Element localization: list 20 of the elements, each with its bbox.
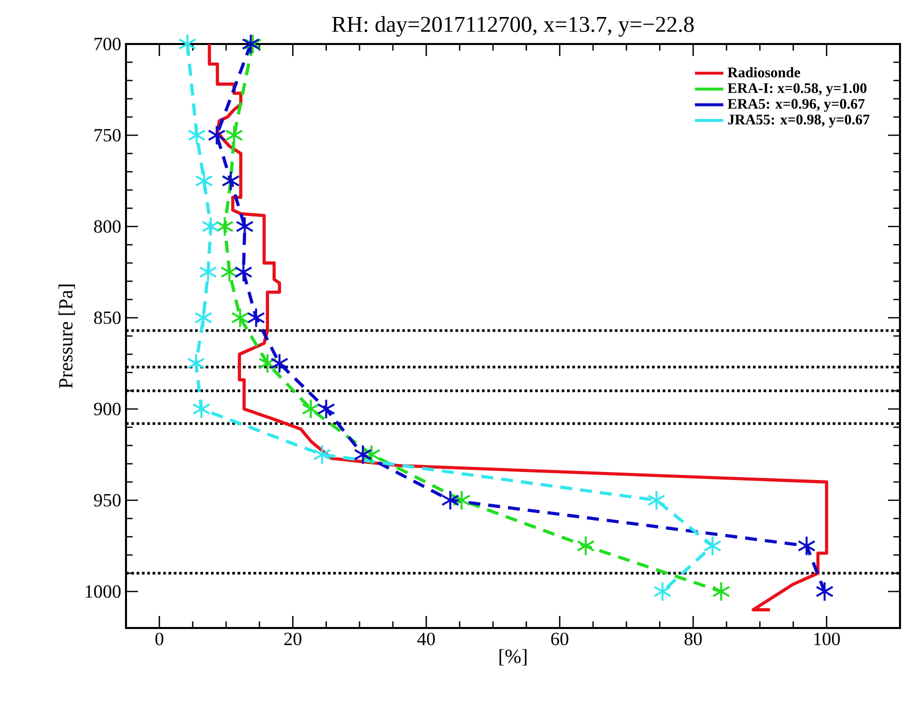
chart-title: RH: day=2017112700, x=13.7, y=−22.8	[332, 16, 694, 37]
y-tick-label: 1000	[86, 585, 121, 598]
legend-label: ERA5: x=0.96, y=0.67	[728, 98, 865, 112]
legend-label: Radiosonde	[728, 67, 800, 78]
y-tick-label: 900	[94, 402, 121, 416]
y-tick-label: 700	[94, 38, 121, 50]
y-tick-label: 850	[94, 311, 121, 324]
x-tick-label: 80	[684, 632, 702, 646]
x-tick-label: 40	[417, 632, 435, 646]
x-tick-label: 60	[551, 632, 568, 646]
y-tick-label: 800	[94, 220, 121, 233]
x-tick-label: 100	[814, 632, 840, 646]
y-tick-label: 950	[94, 494, 121, 507]
y-axis-title: Pressure [Pa]	[58, 284, 75, 388]
x-tick-label: 20	[284, 632, 302, 646]
y-tick-label: 750	[94, 128, 121, 142]
x-tick-label: 0	[155, 632, 164, 646]
legend-label: ERA-I: x=0.58, y=1.00	[728, 83, 866, 96]
x-axis-title: [%]	[500, 649, 526, 666]
legend-label: JRA55: x=0.98, y=0.67	[728, 114, 870, 128]
